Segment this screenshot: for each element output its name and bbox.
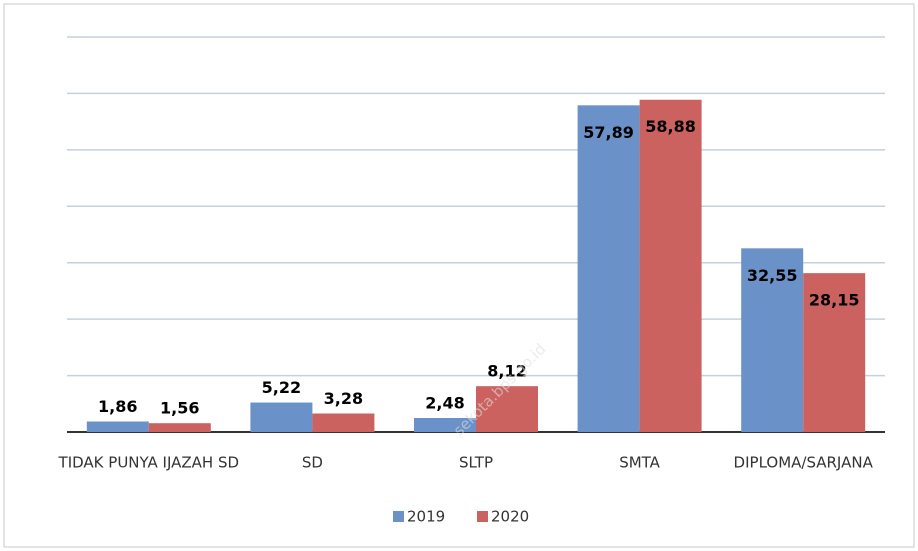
value-label: 2,48: [425, 394, 464, 413]
value-label: 58,88: [645, 117, 696, 136]
value-label: 1,86: [98, 397, 137, 416]
value-label: 1,56: [160, 399, 199, 418]
x-tick-label: SD: [302, 454, 323, 472]
x-tick-label: SLTP: [459, 454, 493, 472]
x-tick-label: SMTA: [619, 454, 660, 472]
bar: [414, 418, 476, 432]
x-tick-label: TIDAK PUNYA IJAZAH SD: [58, 454, 240, 472]
bar: [577, 105, 640, 433]
legend-label: 2019: [407, 508, 445, 526]
bar: [148, 423, 211, 432]
bar: [312, 413, 375, 432]
value-label: 32,55: [747, 266, 798, 285]
bar: [250, 402, 313, 432]
value-label: 3,28: [324, 389, 363, 408]
legend-swatch: [393, 511, 404, 522]
value-label: 5,22: [262, 378, 301, 397]
bar: [86, 421, 149, 432]
value-label: 8,12: [487, 362, 526, 381]
bar: [803, 273, 866, 432]
bar: [476, 386, 538, 432]
legend-label: 2020: [491, 508, 529, 526]
bar: [741, 248, 804, 432]
value-label: 28,15: [809, 291, 860, 310]
bar: [639, 99, 702, 433]
value-label: 57,89: [583, 123, 634, 142]
legend-swatch: [477, 511, 488, 522]
x-tick-label: DIPLOMA/SARJANA: [734, 454, 874, 472]
